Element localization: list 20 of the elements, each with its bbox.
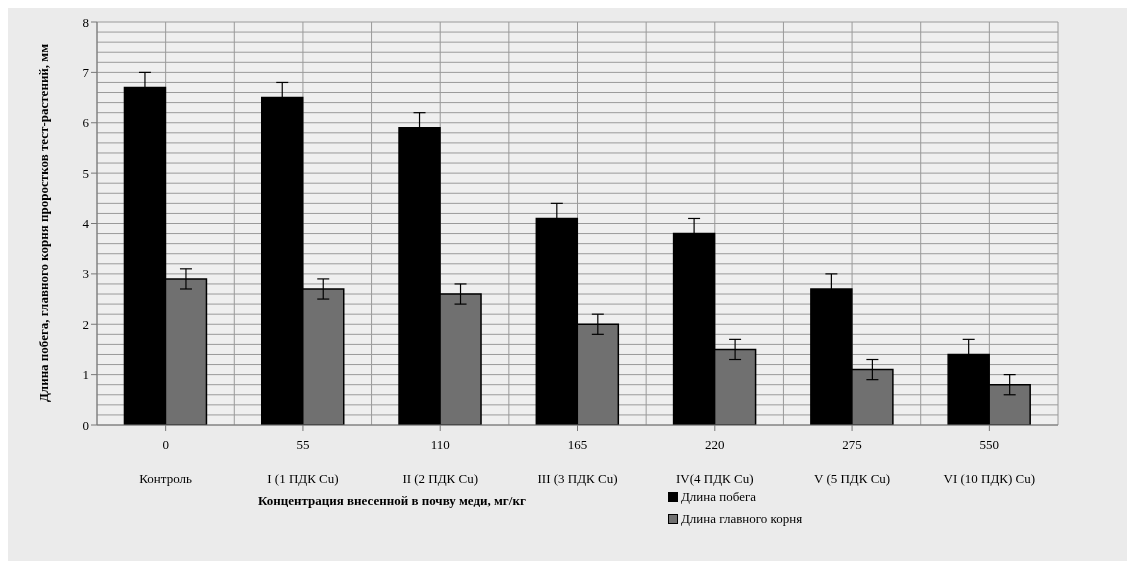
y-axis-title: Длина побега, главного корня проростков тест-растений, мм [36,42,52,405]
category-label: 275 V (5 ПДК Cu) [813,437,891,486]
category-label: 0 Контроль [139,437,192,486]
x-axis-title: Концентрация внесенной в почву меди, мг/кг [258,493,526,509]
y-tick-label: 8 [82,14,89,30]
category-label: 550 VI (10 ПДК) Cu) [943,437,1036,486]
y-tick-label: 3 [82,266,89,282]
y-tick-label: 5 [82,165,89,181]
y-tick-label: 1 [82,367,89,383]
legend-label: Длина главного корня [681,511,803,527]
category-label: 55 I (1 ПДК Cu) [267,437,339,486]
y-tick-label: 7 [82,64,90,80]
y-tick-label: 4 [82,216,90,232]
legend-label: Длина побега [681,489,757,505]
category-label: 165 III (3 ПДК Cu) [537,437,618,486]
category-label: 110 II (2 ПДК Cu) [402,437,479,486]
y-tick-label: 6 [82,115,90,131]
category-label: 220 IV(4 ПДК Cu) [676,437,754,486]
y-tick-label: 0 [82,417,89,433]
y-tick-label: 2 [82,316,89,332]
